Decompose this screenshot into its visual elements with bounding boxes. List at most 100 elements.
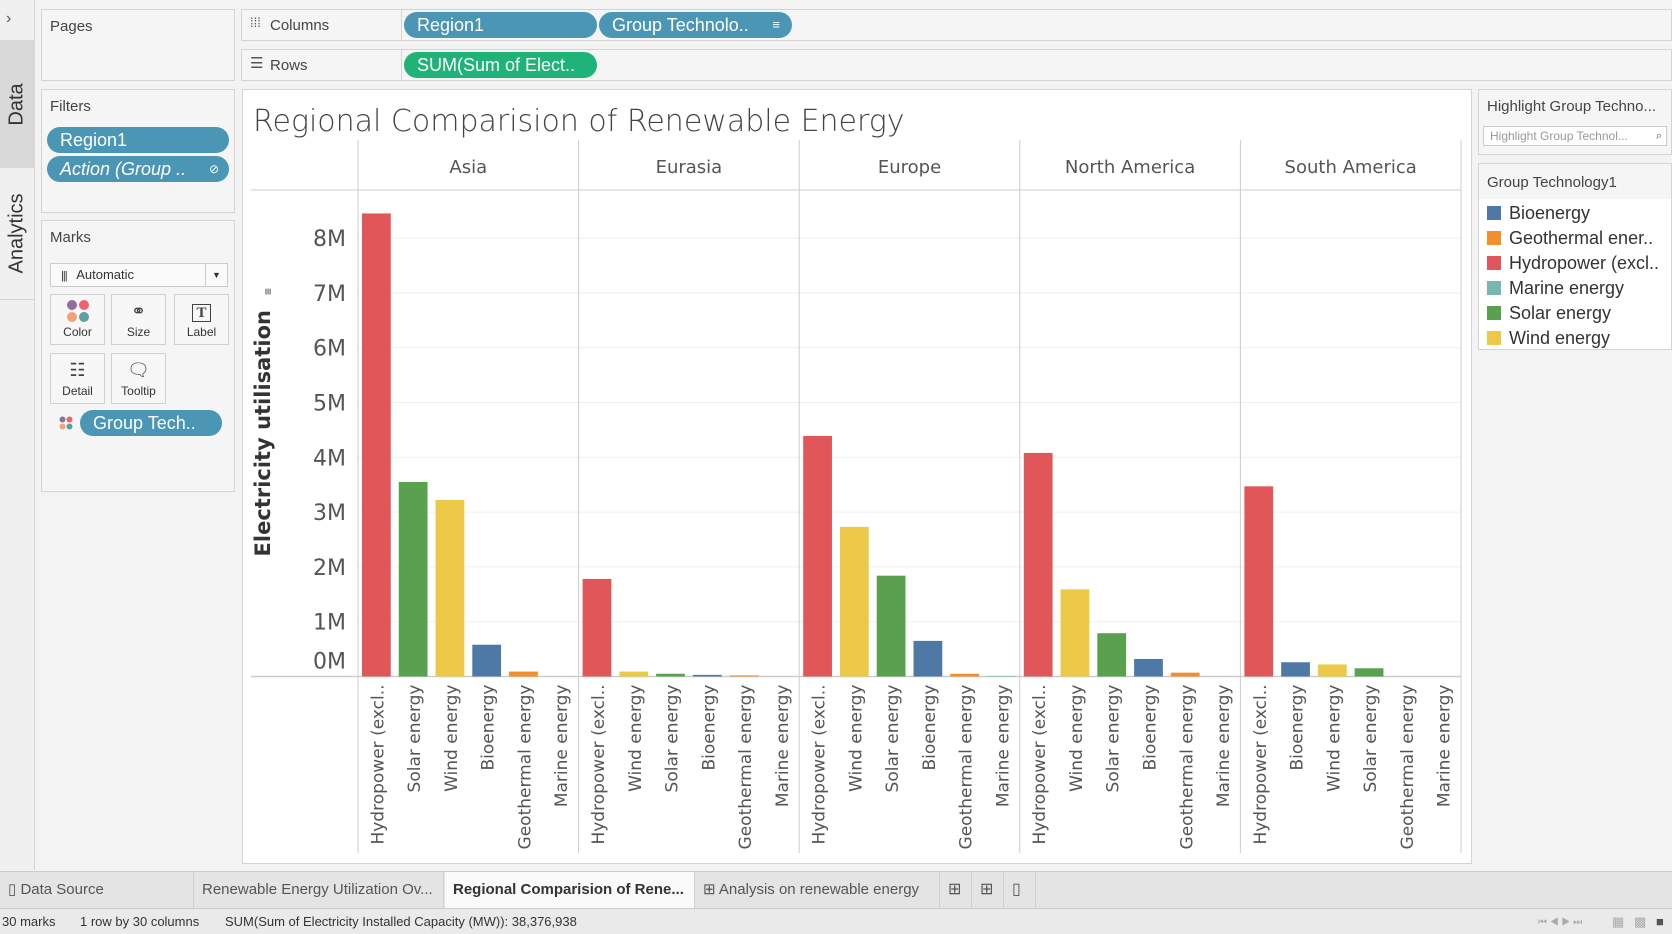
size-button[interactable]: ⚭ Size (111, 294, 166, 345)
label-button[interactable]: T Label (174, 294, 229, 345)
bar (435, 500, 465, 677)
rows-icon: ☰ (250, 55, 264, 72)
bar (1317, 664, 1347, 677)
sort-icon: ≡ (772, 17, 780, 32)
x-tick-label: Geothermal energy (736, 685, 756, 850)
y-tick-label: 1M (313, 611, 346, 636)
x-tick-label: Marine energy (1214, 685, 1234, 808)
marks-card: Marks ||| Automatic ▼ Color ⚭ Size T Label… (41, 220, 235, 492)
x-tick-label: Solar energy (1361, 685, 1381, 793)
x-tick-label: Hydropower (excl.. (810, 685, 830, 845)
x-tick-label: Bioenergy (1140, 685, 1160, 771)
x-tick-label: Marine energy (773, 685, 793, 808)
color-pill-group-tech[interactable]: Group Tech.. (80, 410, 222, 436)
highlight-placeholder: Highlight Group Technol... (1490, 129, 1628, 143)
hierarchy-icon: ☷ (69, 360, 86, 380)
color-label: Color (63, 325, 92, 339)
chevron-down-icon: ▼ (205, 264, 227, 286)
x-tick-label: Marine energy (552, 685, 572, 808)
detail-label: Detail (62, 384, 93, 398)
tooltip-label: Tooltip (121, 384, 156, 398)
legend-item-bioenergy[interactable]: Bioenergy (1487, 203, 1590, 224)
x-tick-label: Bioenergy (479, 685, 499, 771)
dashboard-tab-analysis[interactable]: ⊞ Analysis on renewable energy (695, 872, 940, 908)
filters-shelf[interactable]: Filters Region1 Action (Group .. ⊘ (41, 89, 235, 213)
legend-label: Hydropower (excl.. (1509, 253, 1660, 273)
new-dashboard-button[interactable]: ⊞ (972, 872, 1004, 908)
legend-item-marine[interactable]: Marine energy (1487, 278, 1624, 299)
bar-chart-icon: ||| (61, 270, 68, 282)
x-tick-label: Hydropower (excl.. (1030, 685, 1050, 845)
columns-pill-region[interactable]: Region1 (404, 12, 597, 38)
y-tick-label: 5M (313, 392, 346, 417)
text-label-icon: T (175, 295, 228, 325)
y-tick-label: 8M (313, 227, 346, 252)
status-marks: 30 marks (2, 914, 56, 929)
sheet-tab-regional-active[interactable]: Regional Comparision of Rene... (445, 872, 695, 908)
bar (362, 213, 391, 677)
filmstrip-view-icon[interactable]: ▩ (1634, 914, 1647, 929)
legend-item-solar[interactable]: Solar energy (1487, 303, 1611, 324)
sheet-tab-utilization[interactable]: Renewable Energy Utilization Ov... (194, 872, 444, 908)
x-tick-label: Marine energy (1435, 685, 1455, 808)
rows-shelf[interactable]: ☰ Rows SUM(Sum of Elect.. (241, 49, 1672, 81)
data-source-label: Data Source (20, 881, 104, 898)
color-button[interactable]: Color (50, 294, 105, 345)
filter-action[interactable]: Action (Group .. ⊘ (47, 156, 229, 182)
y-tick-label: 4M (313, 446, 346, 471)
detail-button[interactable]: ☷ Detail (50, 353, 105, 404)
legend-swatch (1487, 281, 1501, 295)
columns-label: Columns (270, 17, 330, 34)
bar (1134, 658, 1163, 677)
divider (401, 10, 402, 41)
bar (839, 526, 869, 677)
rows-pill-sum[interactable]: SUM(Sum of Elect.. (404, 52, 597, 78)
columns-pill-group-technology[interactable]: Group Technolo.. ≡ (599, 12, 792, 38)
tabs-view-icon[interactable]: ■ (1656, 914, 1664, 929)
data-tab-label: Data (6, 82, 28, 126)
bar (692, 674, 722, 677)
highlight-search-input[interactable]: Highlight Group Technol... ⌕ (1483, 126, 1667, 146)
columns-shelf[interactable]: ⁞⁞⁞ Columns Region1 Group Technolo.. ≡ (241, 9, 1672, 41)
tooltip-button[interactable]: 🗨 Tooltip (111, 353, 166, 404)
new-worksheet-button[interactable]: ⊞ (940, 872, 972, 908)
data-source-tab[interactable]: ▯ Data Source (0, 872, 194, 908)
x-tick-label: Wind energy (1324, 685, 1344, 792)
analytics-tab[interactable]: Analytics (0, 168, 35, 300)
bar (1060, 589, 1090, 677)
legend-item-wind[interactable]: Wind energy (1487, 328, 1610, 349)
legend-label: Marine energy (1509, 278, 1625, 298)
pages-shelf[interactable]: Pages (41, 9, 235, 81)
highlight-title: Highlight Group Techno... (1487, 98, 1656, 115)
filters-title: Filters (50, 98, 91, 115)
x-tick-label: Marine energy (993, 685, 1013, 808)
x-tick-label: Solar energy (405, 685, 425, 793)
bar (950, 673, 980, 677)
x-tick-label: Wind energy (442, 685, 462, 792)
filter-region[interactable]: Region1 (47, 127, 229, 153)
sheet-navigation[interactable]: ⏮ ◀ ▶ ⏭ (1538, 917, 1583, 928)
bar (1023, 452, 1053, 677)
legend-item-geothermal[interactable]: Geothermal ener.. (1487, 228, 1653, 249)
new-story-button[interactable]: ▯ (1004, 872, 1036, 908)
data-tab[interactable]: Data (0, 40, 35, 168)
legend-item-hydropower[interactable]: Hydropower (excl.. (1487, 253, 1659, 274)
divider (401, 50, 402, 81)
left-strip: › Data Analytics (0, 0, 35, 870)
color-dots-icon (59, 416, 73, 435)
grid-view-icon[interactable]: ▦ (1612, 914, 1625, 929)
bar (987, 675, 1016, 677)
analytics-tab-label: Analytics (6, 193, 28, 274)
region-header: Eurasia (656, 157, 723, 178)
bar (729, 675, 759, 677)
x-tick-label: Geothermal energy (1398, 685, 1418, 850)
x-tick-label: Bioenergy (920, 685, 940, 771)
mark-type-dropdown[interactable]: ||| Automatic ▼ (50, 263, 228, 287)
x-tick-label: Solar energy (883, 685, 903, 793)
color-icon (51, 295, 104, 325)
legend-swatch (1487, 206, 1501, 220)
size-label: Size (126, 325, 151, 339)
y-tick-label: 6M (313, 337, 346, 362)
chevron-right-icon[interactable]: › (6, 10, 12, 27)
legend-label: Solar energy (1509, 303, 1612, 323)
